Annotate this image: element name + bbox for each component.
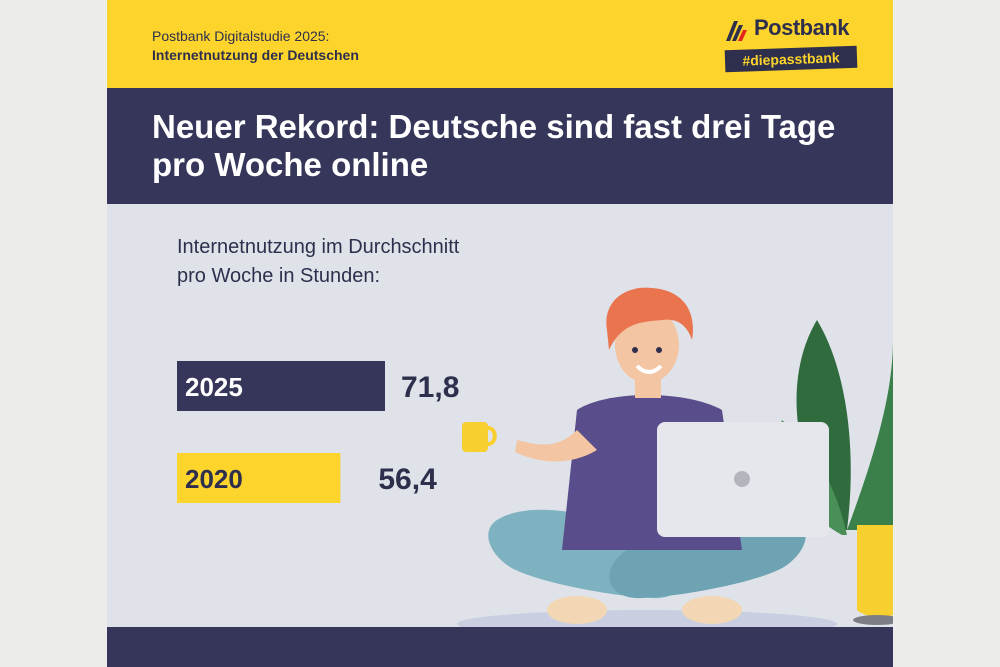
study-name: Postbank Digitalstudie 2025: bbox=[152, 28, 330, 44]
chart-title-line-2: pro Woche in Stunden: bbox=[177, 265, 381, 287]
logo-wordmark: Postbank bbox=[754, 15, 850, 40]
study-topic: Internetnutzung der Deutschen bbox=[152, 47, 359, 63]
person-with-laptop-icon bbox=[457, 287, 893, 627]
category-label-2020: 2020 bbox=[185, 464, 243, 494]
value-label-2020: 56,4 bbox=[378, 463, 437, 496]
bar-2025 bbox=[177, 361, 385, 411]
infographic-card: Postbank Digitalstudie 2025: Internetnut… bbox=[107, 0, 893, 667]
headline-line-1: Neuer Rekord: Deutsche sind fast drei Ta… bbox=[152, 108, 836, 145]
header-band: Postbank Digitalstudie 2025: Internetnut… bbox=[107, 0, 893, 88]
bar-2020 bbox=[177, 453, 341, 503]
footer-band bbox=[107, 627, 893, 667]
headline-line-2: pro Woche online bbox=[152, 146, 429, 183]
hashtag-badge: #diepasstbank bbox=[724, 45, 858, 73]
chart-title-line-1: Internetnutzung im Durchschnitt bbox=[177, 236, 460, 258]
value-label-2025: 71,8 bbox=[401, 371, 459, 404]
headline-band: Neuer Rekord: Deutsche sind fast drei Ta… bbox=[107, 88, 893, 204]
bar-chart: 2025 71,8 2020 56,4 bbox=[177, 361, 459, 503]
postbank-logo-icon bbox=[726, 21, 747, 41]
category-label-2025: 2025 bbox=[185, 372, 243, 402]
